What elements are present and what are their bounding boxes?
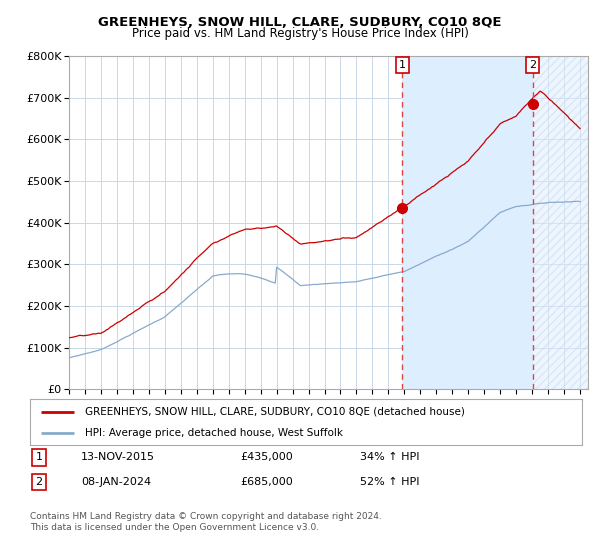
Text: 08-JAN-2024: 08-JAN-2024 — [81, 477, 151, 487]
Text: £435,000: £435,000 — [240, 452, 293, 463]
Text: 1: 1 — [399, 60, 406, 70]
Text: HPI: Average price, detached house, West Suffolk: HPI: Average price, detached house, West… — [85, 428, 343, 438]
Text: GREENHEYS, SNOW HILL, CLARE, SUDBURY, CO10 8QE: GREENHEYS, SNOW HILL, CLARE, SUDBURY, CO… — [98, 16, 502, 29]
Text: 2: 2 — [35, 477, 43, 487]
Bar — [533, 56, 588, 389]
Text: Price paid vs. HM Land Registry's House Price Index (HPI): Price paid vs. HM Land Registry's House … — [131, 27, 469, 40]
Bar — [402, 56, 533, 389]
Text: 13-NOV-2015: 13-NOV-2015 — [81, 452, 155, 463]
Text: 2: 2 — [529, 60, 536, 70]
Text: 1: 1 — [35, 452, 43, 463]
Text: Contains HM Land Registry data © Crown copyright and database right 2024.
This d: Contains HM Land Registry data © Crown c… — [30, 512, 382, 532]
Text: £685,000: £685,000 — [240, 477, 293, 487]
Text: 34% ↑ HPI: 34% ↑ HPI — [360, 452, 419, 463]
Text: 52% ↑ HPI: 52% ↑ HPI — [360, 477, 419, 487]
Text: GREENHEYS, SNOW HILL, CLARE, SUDBURY, CO10 8QE (detached house): GREENHEYS, SNOW HILL, CLARE, SUDBURY, CO… — [85, 407, 465, 417]
